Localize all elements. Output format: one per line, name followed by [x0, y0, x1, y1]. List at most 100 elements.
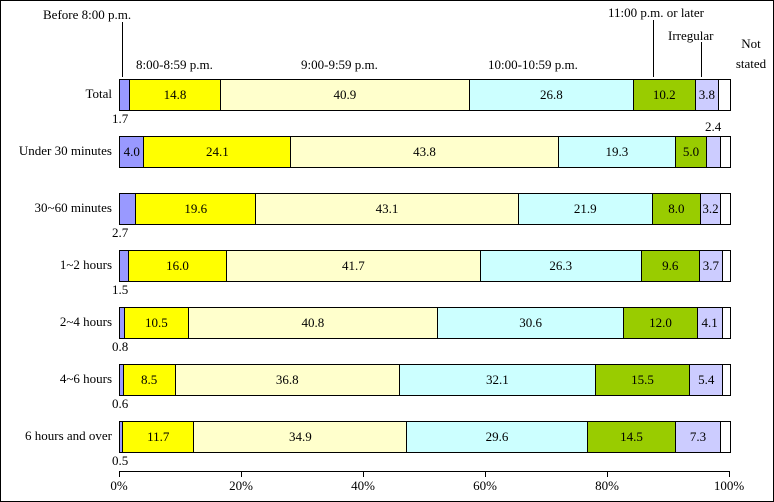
- bar-segment-11-00-p-m-or-later: 5.0: [676, 137, 707, 167]
- bar-row: 1~2 hours 1.5 16.0 41.7 26.3 9.6 3.7: [1, 250, 774, 297]
- bar-segment-10-00-10-59-p-m: 29.6: [407, 422, 588, 452]
- bar-segment-not-stated: [723, 365, 730, 395]
- series-label-irregular: Irregular: [668, 28, 714, 43]
- bar-segment-not-stated: [721, 137, 730, 167]
- x-axis-tick-label: 40%: [351, 478, 375, 493]
- bar-segment-before-8-00-p-m: [120, 365, 124, 395]
- segment-value-label: 7.3: [689, 429, 707, 444]
- stacked-bar: 10.5 40.8 30.6 12.0 4.1: [119, 307, 731, 339]
- segment-value-label: 16.0: [166, 258, 189, 273]
- bar-segment-irregular: 3.2: [701, 194, 721, 224]
- x-axis-line: [119, 471, 730, 472]
- bar-segment-not-stated: [720, 194, 730, 224]
- bar-segment-10-00-10-59-p-m: 32.1: [399, 365, 596, 395]
- category-label: 6 hours and over: [24, 428, 112, 443]
- segment-value-label: 4.0: [123, 144, 140, 159]
- bar-segment-9-00-9-59-p-m: 40.9: [220, 80, 471, 110]
- category-label: Under 30 minutes: [18, 143, 112, 158]
- bar-row: 6 hours and over 0.5 11.7 34.9 29.6 14.5 7.3: [1, 421, 774, 468]
- bar-segment-10-00-10-59-p-m: 30.6: [437, 308, 625, 338]
- bar-segment-before-8-00-p-m: 4.0: [120, 137, 145, 167]
- segment-value-label-outside: 1.5: [112, 282, 129, 297]
- segment-value-label: 19.3: [605, 144, 629, 159]
- bar-segment-10-00-10-59-p-m: 26.8: [470, 80, 634, 110]
- bar-segment-before-8-00-p-m: [120, 251, 130, 281]
- bar-segment-11-00-p-m-or-later: 12.0: [624, 308, 698, 338]
- bar-segment-before-8-00-p-m: [120, 308, 125, 338]
- segment-value-label: 30.6: [519, 315, 542, 330]
- x-axis-tick: [607, 471, 608, 477]
- bar-segment-irregular: 3.7: [700, 251, 723, 281]
- bar-row: 4~6 hours 0.6 8.5 36.8 32.1 15.5 5.4: [1, 364, 774, 411]
- bar-segment-not-stated: [720, 422, 730, 452]
- bar-segment-8-00-8-59-p-m: 8.5: [123, 365, 176, 395]
- segment-value-label: 8.0: [668, 201, 685, 216]
- segment-value-label: 3.8: [698, 87, 715, 102]
- segment-value-label-outside: 1.7: [112, 111, 129, 126]
- category-label: 2~4 hours: [59, 314, 112, 329]
- leader-line-before-8pm: [122, 22, 123, 77]
- bar-segment-not-stated: [722, 251, 730, 281]
- segment-value-label: 14.8: [163, 87, 187, 102]
- segment-value-label: 3.2: [702, 201, 719, 216]
- bar-segment-11-00-p-m-or-later: 8.0: [652, 194, 702, 224]
- segment-value-label: 5.4: [698, 372, 715, 387]
- bar-segment-9-00-9-59-p-m: 36.8: [175, 365, 400, 395]
- x-axis-tick: [241, 471, 242, 477]
- segment-value-label: 8.5: [140, 372, 158, 387]
- series-label-before-8pm: Before 8:00 p.m.: [43, 7, 132, 22]
- segment-value-label: 10.5: [145, 315, 168, 330]
- x-axis-tick-label: 20%: [229, 478, 253, 493]
- series-label-11pm-or-later: 11:00 p.m. or later: [608, 5, 704, 20]
- bar-segment-11-00-p-m-or-later: 15.5: [595, 365, 691, 395]
- x-axis-tick: [485, 471, 486, 477]
- bar-segment-8-00-8-59-p-m: 16.0: [129, 251, 227, 281]
- series-label-8-859pm: 8:00-8:59 p.m.: [136, 57, 213, 72]
- segment-value-label: 43.8: [413, 144, 436, 159]
- bar-segment-8-00-8-59-p-m: 14.8: [130, 80, 221, 110]
- bar-segment-9-00-9-59-p-m: 43.1: [256, 194, 519, 224]
- segment-value-label: 40.8: [301, 315, 325, 330]
- bar-segment-11-00-p-m-or-later: 10.2: [633, 80, 696, 110]
- stacked-bar: 4.0 24.1 43.8 19.3 5.0: [119, 136, 731, 168]
- bar-segment-11-00-p-m-or-later: 9.6: [641, 251, 701, 281]
- segment-value-label: 15.5: [631, 372, 654, 387]
- category-label: 1~2 hours: [59, 257, 112, 272]
- leader-line-11pm-or-later: [653, 20, 654, 77]
- bar-segment-irregular: 7.3: [676, 422, 721, 452]
- bar-segment-10-00-10-59-p-m: 21.9: [518, 194, 653, 224]
- stacked-bar: 8.5 36.8 32.1 15.5 5.4: [119, 364, 731, 396]
- leader-line-irregular: [701, 42, 702, 77]
- segment-value-label: 21.9: [573, 201, 597, 216]
- bar-segment-8-00-8-59-p-m: 19.6: [136, 194, 257, 224]
- segment-value-label: 4.1: [701, 315, 718, 330]
- bar-row: Total 1.7 14.8 40.9 26.8 10.2 3.8: [1, 79, 774, 126]
- bar-segment-irregular: 4.1: [697, 308, 723, 338]
- x-axis-tick-label: 0%: [110, 478, 128, 493]
- stacked-bar: 16.0 41.7 26.3 9.6 3.7: [119, 250, 731, 282]
- segment-value-label-outside: 0.6: [112, 396, 129, 411]
- x-axis-tick-label: 60%: [473, 478, 497, 493]
- category-label: 30~60 minutes: [34, 200, 112, 215]
- segment-value-label: 40.9: [333, 87, 357, 102]
- bar-segment-8-00-8-59-p-m: 24.1: [144, 137, 292, 167]
- segment-value-label: 29.6: [485, 429, 509, 444]
- segment-value-label: 32.1: [485, 372, 509, 387]
- bar-segment-9-00-9-59-p-m: 34.9: [194, 422, 408, 452]
- bar-segment-irregular: 3.8: [695, 80, 719, 110]
- segment-value-label: 12.0: [649, 315, 672, 330]
- segment-value-label-outside: 0.8: [112, 339, 129, 354]
- bar-segment-9-00-9-59-p-m: 40.8: [188, 308, 438, 338]
- segment-value-label: 24.1: [206, 144, 229, 159]
- bar-segment-not-stated: [722, 308, 730, 338]
- bar-segment-9-00-9-59-p-m: 41.7: [226, 251, 482, 281]
- series-label-9-959pm: 9:00-9:59 p.m.: [301, 57, 378, 72]
- bar-segment-8-00-8-59-p-m: 11.7: [123, 422, 195, 452]
- segment-value-label: 10.2: [652, 87, 676, 102]
- bar-segment-before-8-00-p-m: [120, 80, 131, 110]
- bar-segment-before-8-00-p-m: [120, 194, 137, 224]
- segment-value-label-outside: 0.5: [112, 453, 129, 468]
- segment-value-label: 14.5: [620, 429, 643, 444]
- segment-value-label: 26.8: [539, 87, 563, 102]
